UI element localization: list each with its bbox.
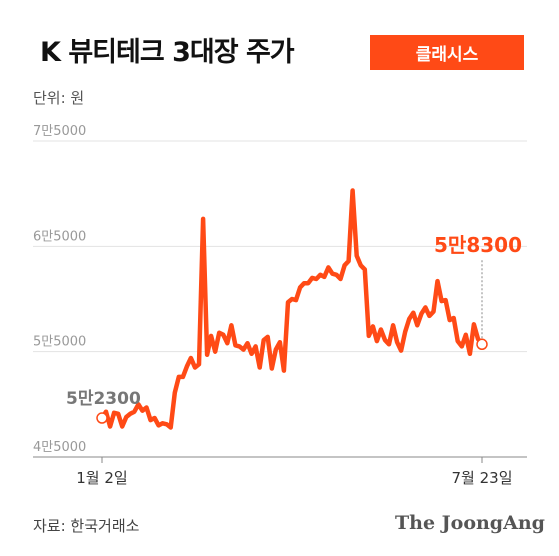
start-point-marker <box>96 412 108 424</box>
y-tick-label: 6만5000 <box>33 229 86 244</box>
series-line-classys <box>99 188 485 430</box>
y-tick-label: 4만5000 <box>33 440 86 455</box>
end-value-label: 5만8300 <box>434 233 522 257</box>
company-badge: 클래시스 <box>370 35 524 70</box>
x-tick-label: 7월 23일 <box>452 469 513 487</box>
annotations: 5만2300 5만8300 <box>66 233 522 424</box>
x-tick-labels: 1월 2일 7월 23일 <box>76 457 513 487</box>
unit-label: 단위: 원 <box>33 89 85 107</box>
chart-title: K 뷰티테크 3대장 주가 <box>40 37 295 68</box>
source-note: 자료: 한국거래소 <box>33 517 140 535</box>
x-tick-label: 1월 2일 <box>76 469 127 487</box>
y-tick-label: 7만5000 <box>33 124 86 139</box>
end-point-marker <box>476 338 488 351</box>
y-tick-label: 5만5000 <box>33 335 86 350</box>
brand-logo-text: The JoongAng <box>395 512 545 534</box>
y-tick-labels: 4만5000 5만5000 6만5000 7만5000 <box>33 124 86 455</box>
start-value-label: 5만2300 <box>66 389 141 409</box>
